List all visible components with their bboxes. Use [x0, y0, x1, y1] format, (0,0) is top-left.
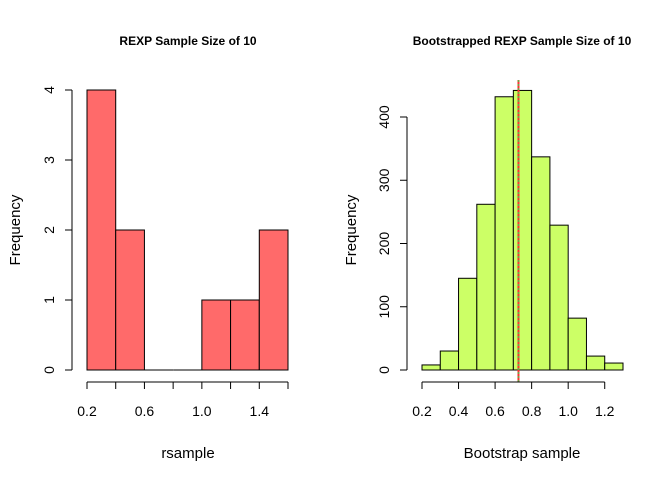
y-tick-label: 2: [41, 226, 57, 234]
histogram-bar: [494, 96, 514, 371]
x-tick-label: 0.8: [522, 403, 542, 419]
y-tick-label: 100: [376, 295, 392, 319]
histogram-bar: [585, 355, 606, 371]
y-tick-label: 300: [376, 168, 392, 192]
chart-title: Bootstrapped REXP Sample Size of 10: [413, 34, 632, 48]
histogram-bar: [458, 277, 478, 371]
y-axis-label: Frequency: [343, 194, 360, 265]
x-tick-label: 0.6: [135, 403, 155, 419]
histogram-bar: [421, 364, 441, 371]
x-axis-label: rsample: [161, 445, 214, 462]
y-tick-label: 0: [41, 366, 57, 374]
x-axis-label: Bootstrap sample: [464, 445, 581, 462]
x-tick-label: 1.4: [250, 403, 270, 419]
chart-title: REXP Sample Size of 10: [119, 34, 256, 48]
x-tick-label: 0.2: [412, 403, 432, 419]
histogram-panel-rexp: REXP Sample Size of 10 rsample Frequency…: [7, 34, 289, 462]
x-tick-label: 0.2: [77, 403, 97, 419]
histogram-panel-bootstrap: Bootstrapped REXP Sample Size of 10 Boot…: [343, 34, 632, 462]
histogram-bar: [258, 229, 289, 371]
x-tick-label: 1.2: [595, 403, 615, 419]
histogram-bar: [230, 299, 260, 371]
y-tick-label: 400: [376, 105, 392, 129]
x-tick-label: 1.0: [192, 403, 212, 419]
x-tick-label: 0.4: [449, 403, 469, 419]
y-tick-label: 3: [41, 156, 57, 164]
histogram-bar: [476, 203, 496, 371]
y-tick-label: 200: [376, 232, 392, 256]
histogram-bar: [439, 350, 460, 371]
histogram-bar: [549, 224, 569, 371]
histogram-bar: [115, 229, 145, 371]
histogram-bar: [512, 89, 533, 371]
y-tick-label: 4: [41, 86, 57, 94]
histogram-bar: [604, 362, 624, 371]
histogram-bar: [201, 299, 232, 371]
x-tick-label: 0.6: [485, 403, 505, 419]
histogram-bar: [531, 156, 551, 371]
x-tick-label: 1.0: [558, 403, 578, 419]
histogram-bar: [567, 317, 587, 371]
y-tick-label: 1: [41, 296, 57, 304]
y-tick-label: 0: [376, 366, 392, 374]
y-axis-label: Frequency: [7, 194, 24, 265]
histogram-bar: [86, 89, 117, 371]
